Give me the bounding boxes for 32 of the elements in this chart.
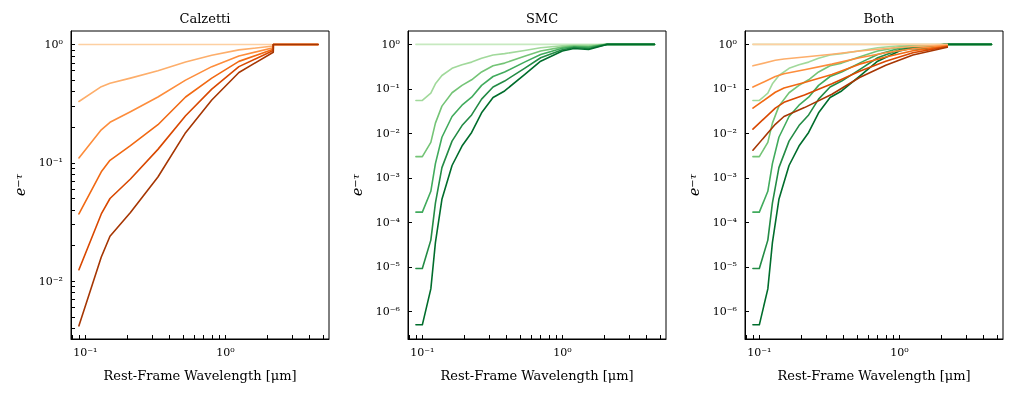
y-axis-title: e−τ [349, 173, 365, 197]
y-tick-label: 10⁻⁶ [712, 304, 738, 318]
y-tick-label: 10⁻⁴ [712, 215, 738, 229]
y-tick-label: 10⁰ [381, 37, 401, 51]
y-tick-label: 10⁻² [712, 126, 737, 140]
y-tick-label: 10⁻¹ [375, 82, 400, 96]
x-tick-label: 10⁰ [553, 346, 573, 359]
chart-title: Both [863, 11, 896, 26]
y-tick-label: 10⁻⁴ [375, 215, 401, 229]
chart-title: SMC [525, 11, 559, 26]
x-tick-label: 10⁻¹ [747, 346, 772, 359]
y-tick-label: 10⁻⁵ [712, 260, 737, 274]
y-axis-title: e−τ [686, 173, 702, 197]
y-tick-label: 10⁻¹ [712, 82, 737, 96]
y-axis-title: e−τ [12, 173, 28, 197]
x-tick-label: 10⁻¹ [410, 346, 435, 359]
y-tick-label: 10⁻⁵ [375, 260, 400, 274]
x-axis-title: Rest-Frame Wavelength [μm] [777, 368, 971, 383]
y-tick-label: 10⁻² [38, 274, 63, 288]
y-tick-label: 10⁻² [375, 126, 400, 140]
y-tick-label: 10⁻³ [712, 171, 737, 185]
x-tick-label: 10⁻¹ [73, 346, 98, 359]
y-tick-label: 10⁰ [718, 37, 738, 51]
y-tick-label: 10⁰ [44, 37, 64, 51]
y-tick-label: 10⁻³ [375, 171, 400, 185]
x-axis-title: Rest-Frame Wavelength [μm] [440, 368, 634, 383]
x-tick-label: 10⁰ [890, 346, 910, 359]
chart-title: Calzetti [179, 11, 231, 26]
x-tick-label: 10⁰ [216, 346, 236, 359]
x-axis-title: Rest-Frame Wavelength [μm] [103, 368, 297, 383]
y-tick-label: 10⁻⁶ [375, 304, 401, 318]
y-tick-label: 10⁻¹ [38, 156, 63, 170]
